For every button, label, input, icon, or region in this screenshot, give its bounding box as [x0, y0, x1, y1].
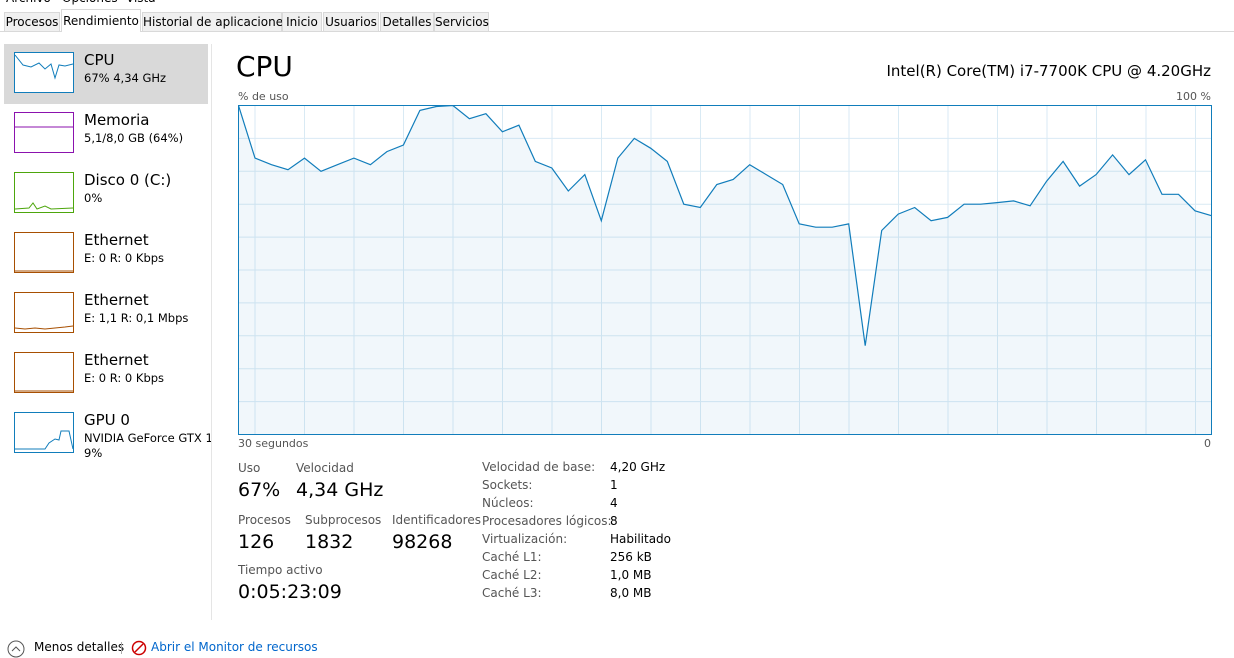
stat-label: Identificadores	[392, 513, 481, 527]
x-end-label: 0	[1204, 437, 1211, 450]
spec-value: 4,20 GHz	[610, 460, 666, 474]
stat-value: 126	[238, 531, 275, 553]
sidebar-item[interactable]: Disco 0 (C:) 0%	[4, 164, 208, 224]
menu-item[interactable]: Archivo	[6, 0, 51, 5]
divider	[121, 642, 122, 654]
thumbnail	[14, 112, 74, 153]
thumbnail	[14, 412, 74, 453]
thumbnail	[14, 172, 74, 213]
spec-label: Velocidad de base:	[482, 460, 596, 474]
spec-label: Procesadores lógicos:	[482, 514, 612, 528]
monitor-icon[interactable]	[131, 640, 147, 656]
thumbnail-graph	[14, 54, 74, 80]
thumbnail-line	[14, 202, 74, 210]
sidebar-detail: 5,1/8,0 GB (64%)	[84, 131, 184, 145]
graph-border	[238, 105, 1212, 435]
tab[interactable]: Rendimiento	[61, 9, 141, 32]
stat-label: Procesos	[238, 513, 291, 527]
tab[interactable]: Inicio	[282, 12, 322, 31]
menu-item[interactable]: Vista	[126, 0, 156, 5]
tab[interactable]: Servicios	[434, 12, 489, 31]
thumbnail	[14, 352, 74, 393]
sidebar-detail: 67% 4,34 GHz	[84, 71, 167, 85]
thumbnail-graph	[15, 390, 73, 392]
spec-value: 8,0 MB	[610, 586, 652, 600]
cpu-graph	[238, 105, 1212, 435]
top-bar: Archivo Opciones Vista ProcesosRendimiento…	[0, 0, 1234, 32]
stat-value: 98268	[392, 531, 453, 553]
spec-label: Caché L2:	[482, 568, 542, 582]
spec-label: Caché L3:	[482, 586, 542, 600]
thumbnail-graph	[15, 430, 74, 450]
sidebar-item[interactable]: CPU 67% 4,34 GHz	[4, 44, 208, 104]
stat-label: Uso	[238, 461, 261, 475]
tab[interactable]: Historial de aplicaciones	[142, 12, 289, 31]
sidebar-title: Ethernet	[84, 291, 149, 309]
sidebar-title: GPU 0	[84, 411, 130, 429]
sidebar-item[interactable]: Memoria 5,1/8,0 GB (64%)	[4, 104, 208, 164]
resource-monitor-link[interactable]: Abrir el Monitor de recursos	[151, 640, 318, 654]
sidebar-title: Ethernet	[84, 351, 149, 369]
spec-value: 1	[610, 478, 618, 492]
stat-value: 4,34 GHz	[296, 479, 384, 501]
usage-area	[238, 105, 1212, 435]
footer: Menos detalles Abrir el Monitor de recur…	[0, 628, 1234, 658]
sidebar-item[interactable]: GPU 0 NVIDIA GeForce GTX 1059%	[4, 404, 212, 464]
thumbnail-graph	[15, 126, 73, 128]
sidebar-title: Memoria	[84, 111, 150, 129]
spec-label: Núcleos:	[482, 496, 534, 510]
thumbnail-line	[14, 54, 74, 80]
menu-item[interactable]: Opciones	[62, 0, 118, 5]
thumbnail-graph	[14, 325, 74, 330]
thumbnail-graph	[15, 270, 73, 272]
sidebar-item[interactable]: Ethernet E: 0 R: 0 Kbps	[4, 344, 208, 404]
spec-value: 4	[610, 496, 618, 510]
usage-line	[238, 105, 1212, 346]
sidebar-detail: E: 0 R: 0 Kbps	[84, 371, 165, 385]
collapse-icon[interactable]	[7, 640, 25, 658]
stat-label: Tiempo activo	[238, 563, 323, 577]
sidebar-detail: NVIDIA GeForce GTX 105	[84, 431, 212, 445]
x-start-label: 30 segundos	[238, 437, 309, 450]
stat-value: 67%	[238, 479, 281, 501]
separator	[211, 44, 212, 620]
page-title: CPU	[236, 50, 293, 83]
stat-label: Velocidad	[296, 461, 354, 475]
sidebar-detail: E: 0 R: 0 Kbps	[84, 251, 165, 265]
sidebar-title: Ethernet	[84, 231, 149, 249]
stat-value: 1832	[305, 531, 354, 553]
spec-label: Virtualización:	[482, 532, 568, 546]
less-details[interactable]: Menos detalles	[34, 640, 125, 654]
sidebar-detail: E: 1,1 R: 0,1 Mbps	[84, 311, 189, 325]
thumbnail	[14, 52, 74, 93]
spec-label: Sockets:	[482, 478, 533, 492]
spec-value: 256 kB	[610, 550, 652, 564]
stat-label: Subprocesos	[305, 513, 382, 527]
stat-value: 0:05:23:09	[238, 581, 342, 603]
thumbnail-line	[15, 430, 74, 450]
sidebar-title: CPU	[84, 51, 115, 69]
spec-value: 1,0 MB	[610, 568, 652, 582]
y-axis-label: % de uso	[238, 90, 289, 103]
cpu-model: Intel(R) Core(TM) i7-7700K CPU @ 4.20GHz	[886, 62, 1211, 80]
sidebar-title: Disco 0 (C:)	[84, 171, 172, 189]
spec-label: Caché L1:	[482, 550, 542, 564]
tab[interactable]: Usuarios	[323, 12, 379, 31]
y-max-label: 100 %	[1176, 90, 1211, 103]
sidebar-item[interactable]: Ethernet E: 0 R: 0 Kbps	[4, 224, 208, 284]
tab-underline	[0, 31, 1234, 32]
thumbnail-line	[14, 325, 74, 330]
tab[interactable]: Detalles	[380, 12, 434, 31]
thumbnail	[14, 292, 74, 333]
thumbnail	[14, 232, 74, 273]
tab[interactable]: Procesos	[4, 12, 60, 31]
sidebar-detail: 0%	[84, 191, 103, 205]
spec-value: 8	[610, 514, 618, 528]
sidebar-item[interactable]: Ethernet E: 1,1 R: 0,1 Mbps	[4, 284, 208, 344]
thumbnail-graph	[14, 202, 74, 210]
spec-value: Habilitado	[610, 532, 672, 546]
sidebar-detail: 9%	[84, 446, 103, 460]
